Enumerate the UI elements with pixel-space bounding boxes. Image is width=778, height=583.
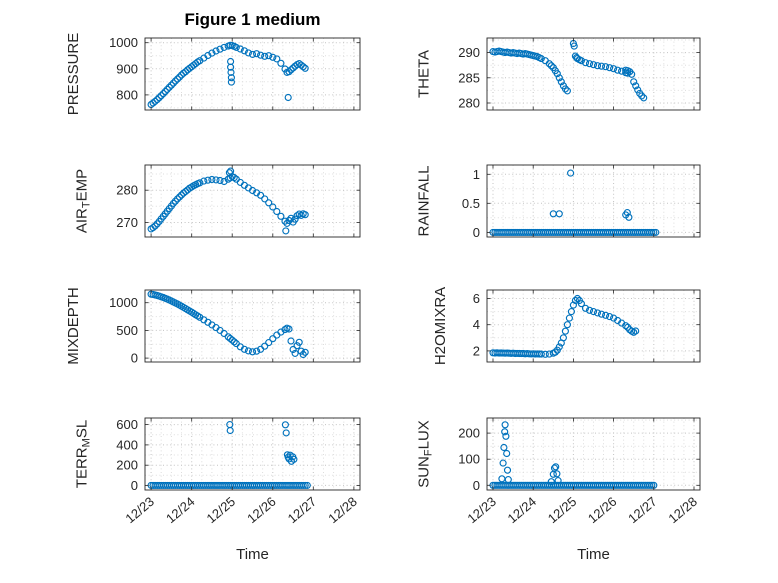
subplot-AIR_TEMP: 270 280 AIRTEMP xyxy=(73,164,361,238)
series-markers xyxy=(147,290,309,359)
subplot-THETA: 280 285 290 THETA xyxy=(415,37,701,111)
grid xyxy=(145,38,360,110)
y-axis-label: H2OMIXRA xyxy=(432,287,449,365)
subplot-H2OMIXRA: 2 4 6 H2OMIXRA xyxy=(432,287,701,365)
axes-box xyxy=(486,417,701,491)
y-axis-label: MIXDEPTH xyxy=(65,287,82,365)
axes-box xyxy=(144,417,361,491)
axes-box xyxy=(144,289,361,363)
y-axis-label: SUNFLUX xyxy=(415,420,434,488)
y-tick-label: 0 xyxy=(473,225,480,240)
y-tick-label: 1 xyxy=(473,167,480,182)
y-tick-label: 900 xyxy=(116,61,138,76)
y-tick-label: 280 xyxy=(458,96,480,111)
y-tick-label: 200 xyxy=(458,426,480,441)
x-tick-label: 12/23 xyxy=(464,494,499,526)
x-axis-label: Time xyxy=(236,546,269,563)
grid xyxy=(487,165,700,237)
grid xyxy=(487,418,700,490)
y-tick-label: 600 xyxy=(116,417,138,432)
axes-box xyxy=(144,164,361,238)
figure-title: Figure 1 medium xyxy=(184,10,321,29)
y-tick-label: 290 xyxy=(458,45,480,60)
x-tick-label: 12/28 xyxy=(665,494,700,526)
y-tick-label: 0 xyxy=(473,478,480,493)
y-axis-label: TERRMSL xyxy=(73,420,92,488)
x-tick-label: 12/24 xyxy=(163,494,198,526)
y-tick-label: 200 xyxy=(116,458,138,473)
series-markers xyxy=(489,294,640,358)
x-tick-label: 12/23 xyxy=(122,494,157,526)
y-tick-label: 2 xyxy=(473,343,480,358)
grid xyxy=(487,290,700,362)
y-tick-label: 0 xyxy=(131,478,138,493)
x-tick-label: 12/27 xyxy=(625,494,660,526)
subplot-RAINFALL: 0 0.5 1 RAINFALL xyxy=(415,164,701,240)
y-axis-label: RAINFALL xyxy=(415,166,432,237)
series-markers xyxy=(489,39,648,102)
y-tick-label: 1000 xyxy=(109,295,138,310)
subplot-PRESSURE: 800 900 1000 PRESSURE xyxy=(65,33,361,116)
y-tick-label: 270 xyxy=(116,215,138,230)
axes-box xyxy=(486,37,701,111)
y-tick-label: 6 xyxy=(473,291,480,306)
x-tick-label: 12/25 xyxy=(204,494,239,526)
x-axis-label: Time xyxy=(577,546,610,563)
x-tick-label: 12/25 xyxy=(545,494,580,526)
y-tick-label: 280 xyxy=(116,183,138,198)
y-axis-label: PRESSURE xyxy=(65,33,82,116)
series-markers xyxy=(489,169,660,236)
y-tick-label: 800 xyxy=(116,87,138,102)
axes-box xyxy=(144,37,361,111)
grid xyxy=(145,290,360,362)
series-markers xyxy=(147,421,311,489)
x-tick-label: 12/24 xyxy=(505,494,540,526)
y-tick-label: 400 xyxy=(116,437,138,452)
subplot-SUN_FLUX: 0 100 200 12/23 12/24 12/25 12/26 12/27 12/28 SUN… xyxy=(415,417,701,526)
x-tick-label: 12/28 xyxy=(325,494,360,526)
subplot-TERR_MSL: 0 200 400 600 12/23 12/24 12/25 12/26 12/27 12/28… xyxy=(73,417,361,526)
x-tick-label: 12/27 xyxy=(285,494,320,526)
y-tick-label: 4 xyxy=(473,317,480,332)
series-markers xyxy=(147,167,309,235)
y-tick-label: 0.5 xyxy=(462,196,480,211)
x-tick-label: 12/26 xyxy=(585,494,620,526)
y-tick-label: 0 xyxy=(131,351,138,366)
y-tick-label: 1000 xyxy=(109,35,138,50)
axes-box xyxy=(486,289,701,363)
subplot-MIXDEPTH: 0 500 1000 MIXDEPTH xyxy=(65,287,361,366)
grid xyxy=(487,38,700,110)
y-tick-label: 500 xyxy=(116,323,138,338)
y-axis-label: AIRTEMP xyxy=(73,169,92,233)
series-markers xyxy=(489,421,658,489)
axes-box xyxy=(486,164,701,238)
y-tick-label: 100 xyxy=(458,452,480,467)
y-axis-label: THETA xyxy=(415,50,432,98)
y-tick-label: 285 xyxy=(458,70,480,85)
x-tick-label: 12/26 xyxy=(244,494,279,526)
